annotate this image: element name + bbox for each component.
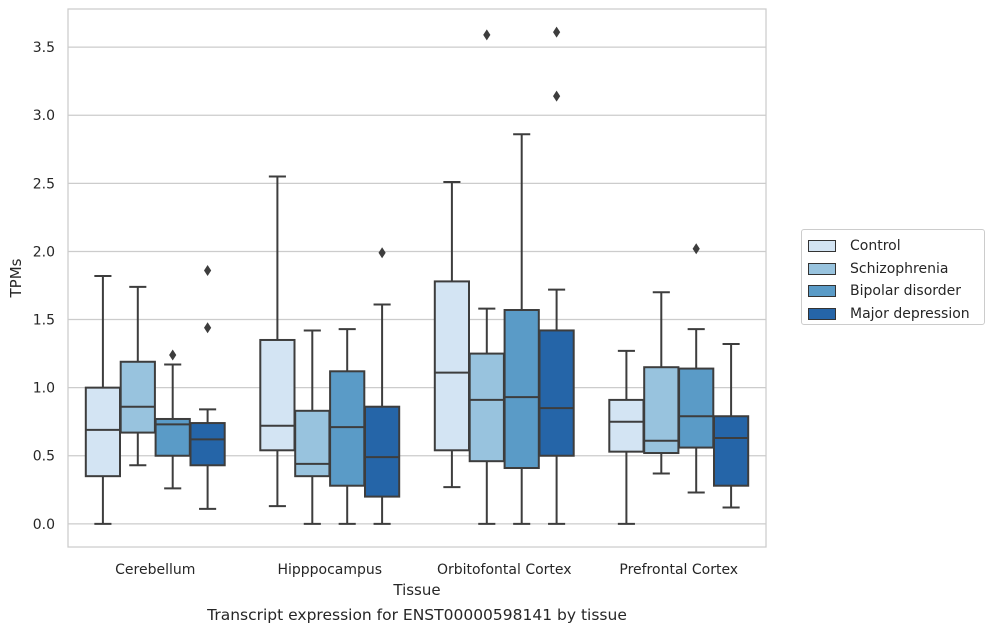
- box-schizophrenia: [468, 29, 505, 525]
- outlier-point: [204, 322, 212, 334]
- box-bipolar-disorder: [503, 133, 540, 525]
- box-body: [84, 386, 122, 478]
- legend-swatch: [808, 307, 836, 320]
- legend-item: Major depression: [808, 303, 984, 326]
- box-body: [712, 415, 750, 487]
- box-body: [259, 338, 296, 452]
- box-bipolar-disorder: [154, 349, 191, 490]
- legend-label: Bipolar disorder: [850, 283, 962, 300]
- x-axis-label: Tissue: [392, 581, 440, 599]
- box-body: [538, 329, 575, 457]
- outlier-point: [553, 26, 561, 38]
- legend-item: Bipolar disorder: [808, 280, 984, 303]
- y-tick-label: 2.5: [33, 176, 55, 192]
- box-control: [259, 175, 296, 508]
- x-tick-labels: Cerebellum Hipppocampus Orbitofontal Corte…: [115, 562, 738, 578]
- box-body: [503, 309, 540, 470]
- legend-swatch: [808, 240, 836, 253]
- outlier-point: [483, 29, 491, 41]
- legend-swatch: [808, 262, 836, 275]
- x-tick-label: Prefrontal Cortex: [619, 562, 738, 578]
- legend-label: Major depression: [850, 305, 970, 322]
- legend-label: Schizophrenia: [850, 260, 949, 277]
- y-tick-label: 0.0: [33, 517, 55, 533]
- box-control: [608, 349, 645, 525]
- plot-area-background: [68, 9, 766, 547]
- chart-caption: Transcript expression for ENST0000059814…: [207, 606, 627, 624]
- box-control: [84, 274, 122, 525]
- legend-label: Control: [850, 238, 901, 255]
- x-tick-label: Hipppocampus: [277, 562, 382, 578]
- y-tick-label: 1.5: [33, 313, 55, 329]
- outlier-point: [204, 265, 212, 277]
- box-major-depression: [363, 247, 401, 525]
- plot-frame: [67, 8, 767, 548]
- x-tick-label: Orbitofontal Cortex: [437, 562, 572, 578]
- legend: Control Schizophrenia Bipolar disorder Majo…: [801, 229, 985, 325]
- box-body: [363, 405, 401, 498]
- y-tick-label: 3.5: [33, 40, 55, 56]
- outlier-point: [169, 349, 177, 361]
- y-tick-label: 1.0: [33, 381, 55, 397]
- box-body: [329, 370, 366, 487]
- box-body: [433, 280, 471, 452]
- box-major-depression: [712, 343, 750, 509]
- box-body: [678, 367, 715, 449]
- box-major-depression: [538, 26, 575, 525]
- box-body: [643, 366, 680, 455]
- box-major-depression: [189, 265, 226, 510]
- legend-swatch: [808, 285, 836, 298]
- box-body: [189, 422, 226, 467]
- outlier-point: [553, 90, 561, 102]
- outlier-point: [692, 243, 700, 255]
- y-tick-label: 3.0: [33, 108, 55, 124]
- box-groups: [84, 26, 750, 525]
- y-tick-label: 0.5: [33, 449, 55, 465]
- y-tick-labels: 0.0 0.5 1.0 1.5 2.0 2.5 3.0 3.5: [33, 40, 55, 533]
- box-body: [119, 360, 156, 434]
- box-schizophrenia: [643, 291, 680, 475]
- box-body: [294, 409, 331, 478]
- box-control: [433, 180, 471, 489]
- box-bipolar-disorder: [678, 243, 715, 494]
- y-axis-label: TPMs: [7, 258, 25, 298]
- box-body: [608, 398, 645, 453]
- outlier-point: [378, 247, 386, 259]
- y-tick-label: 2.0: [33, 244, 55, 260]
- box-schizophrenia: [119, 285, 156, 467]
- x-tick-label: Cerebellum: [115, 562, 195, 578]
- legend-item: Control: [808, 235, 984, 258]
- box-body: [468, 352, 505, 463]
- box-bipolar-disorder: [329, 328, 366, 525]
- legend-item: Schizophrenia: [808, 258, 984, 281]
